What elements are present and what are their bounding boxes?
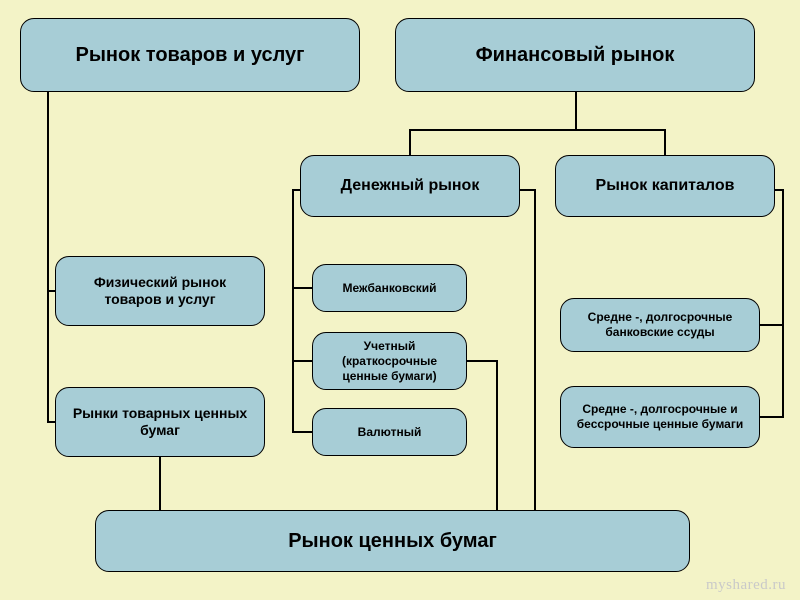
node-money: Денежный рынок — [300, 155, 520, 217]
node-midloans: Средне -, долгосрочные банковские ссуды — [560, 298, 760, 352]
node-interbank: Межбанковский — [312, 264, 467, 312]
node-financial: Финансовый рынок — [395, 18, 755, 92]
node-midsecs: Средне -, долгосрочные и бессрочные ценн… — [560, 386, 760, 448]
watermark: myshared.ru — [706, 577, 786, 594]
node-goods: Рынок товаров и услуг — [20, 18, 360, 92]
node-discount: Учетный (краткосрочные ценные бумаги) — [312, 332, 467, 390]
node-physical: Физический рынок товаров и услуг — [55, 256, 265, 326]
node-commodity: Рынки товарных ценных бумаг — [55, 387, 265, 457]
node-securities: Рынок ценных бумаг — [95, 510, 690, 572]
node-capital: Рынок капиталов — [555, 155, 775, 217]
node-currency: Валютный — [312, 408, 467, 456]
diagram-canvas: Рынок товаров и услуг Финансовый рынок Д… — [0, 0, 800, 600]
